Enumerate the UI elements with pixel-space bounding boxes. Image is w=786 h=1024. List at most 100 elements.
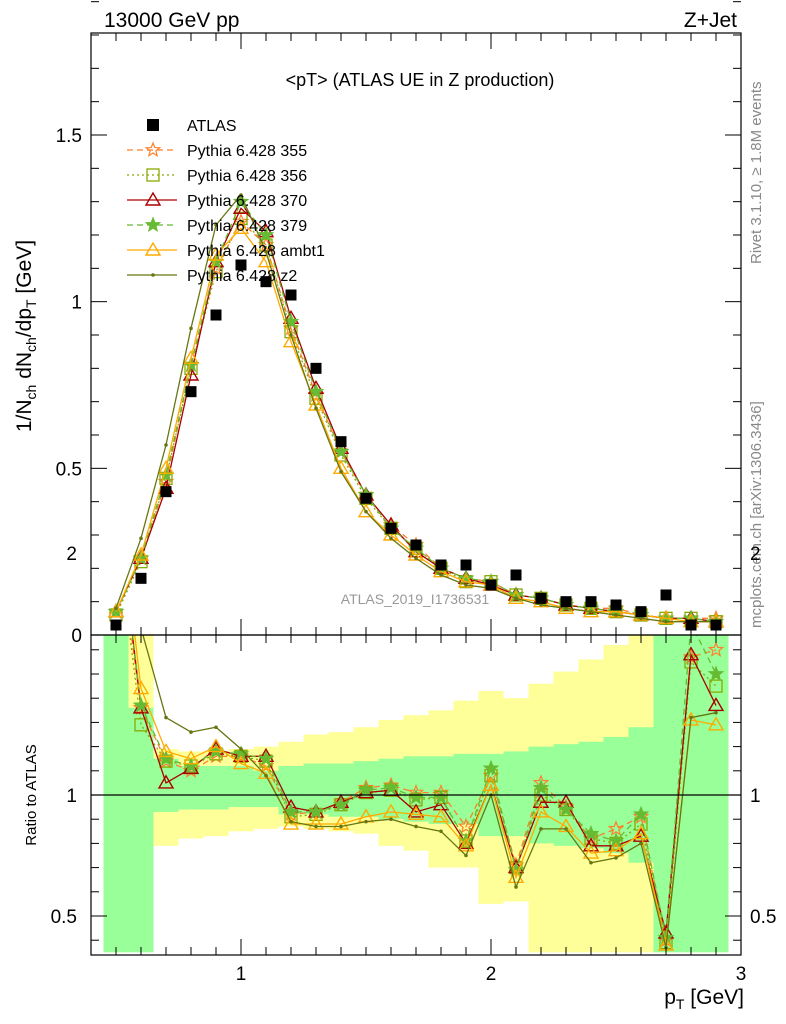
ratio-series-point bbox=[582, 825, 600, 841]
band-green bbox=[453, 753, 479, 825]
ratio-series-point bbox=[414, 824, 418, 829]
band-green bbox=[328, 763, 354, 817]
atlas-data-point bbox=[185, 386, 197, 398]
ratio-series-point bbox=[709, 679, 723, 693]
main-series-point bbox=[639, 616, 643, 621]
ratio-series-point bbox=[257, 757, 275, 773]
watermark-label: ATLAS_2019_I1736531 bbox=[341, 591, 490, 607]
band-green bbox=[128, 707, 154, 953]
ratio-series-point bbox=[307, 803, 325, 819]
ratio-y-tick-label-right: 0.5 bbox=[750, 907, 776, 928]
ratio-series-point bbox=[207, 738, 225, 753]
ratio-series-point bbox=[707, 716, 725, 731]
ratio-series-point bbox=[457, 832, 475, 848]
atlas-data-point bbox=[585, 596, 597, 608]
main-series-point bbox=[239, 193, 243, 197]
atlas-data-point bbox=[560, 596, 572, 608]
main-y-axis-label: 1/Nch dNch/dpT [GeV] bbox=[13, 240, 39, 432]
ratio-series-point bbox=[582, 844, 600, 859]
ratio-series-point bbox=[157, 743, 175, 758]
atlas-data-point bbox=[535, 592, 547, 604]
ratio-series-point bbox=[132, 696, 150, 713]
ratio-series-point bbox=[109, 512, 122, 525]
legend-label: ATLAS bbox=[187, 118, 237, 135]
main-series-point bbox=[257, 226, 275, 243]
ratio-series-point bbox=[432, 808, 450, 823]
mcplots-label: mcplots.cern.ch [arXiv:1306.3436] bbox=[748, 401, 765, 628]
ratio-series-point bbox=[682, 711, 700, 726]
ratio-series-point bbox=[632, 808, 650, 824]
main-series-point bbox=[132, 546, 150, 561]
main-series-point bbox=[414, 556, 418, 561]
ratio-series-point bbox=[707, 641, 725, 657]
main-series-point bbox=[364, 509, 368, 514]
ratio-series-point bbox=[289, 819, 293, 824]
ratio-series-point bbox=[632, 827, 650, 842]
ratio-series-point bbox=[582, 837, 600, 852]
atlas-data-point bbox=[660, 589, 672, 601]
atlas-data-point bbox=[510, 569, 522, 581]
legend-marker bbox=[144, 216, 162, 233]
main-series-point bbox=[182, 349, 200, 365]
ratio-series-point bbox=[639, 841, 643, 846]
band-green bbox=[203, 765, 229, 810]
ratio-series-point bbox=[382, 803, 400, 818]
ratio-series-point bbox=[382, 779, 400, 795]
atlas-data-point bbox=[635, 606, 647, 618]
band-green bbox=[503, 751, 529, 837]
atlas-data-point bbox=[485, 579, 497, 591]
band-green bbox=[678, 635, 704, 953]
ratio-series-point bbox=[110, 518, 122, 530]
ratio-series-point bbox=[232, 755, 250, 770]
legend-marker bbox=[151, 273, 155, 277]
band-green bbox=[103, 635, 129, 953]
atlas-data-point bbox=[460, 559, 472, 571]
ratio-series-point bbox=[457, 837, 475, 852]
ratio-y-tick-label-right: 2 bbox=[750, 544, 761, 565]
x-tick-label: 1 bbox=[236, 964, 247, 985]
ratio-series-point bbox=[132, 680, 150, 695]
ratio-series-point bbox=[357, 781, 375, 798]
band-green bbox=[653, 635, 679, 953]
band-green bbox=[228, 765, 254, 808]
ratio-series-point bbox=[532, 803, 550, 818]
ratio-series-point bbox=[332, 815, 350, 830]
ratio-series-point bbox=[239, 747, 243, 751]
ratio-series-point bbox=[614, 856, 618, 860]
ratio-series-point bbox=[589, 860, 593, 865]
ratio-series-point bbox=[707, 697, 725, 712]
main-series-point bbox=[439, 573, 443, 577]
atlas-data-point bbox=[110, 619, 122, 631]
ratio-series-point bbox=[282, 803, 300, 819]
main-series-point bbox=[357, 503, 375, 518]
legend-label: Pythia 6.428 379 bbox=[187, 218, 307, 235]
ratio-series-point bbox=[457, 817, 475, 834]
ratio-series-point bbox=[482, 759, 500, 776]
atlas-data-point bbox=[685, 619, 697, 631]
legend-marker bbox=[147, 119, 159, 131]
main-series-point bbox=[332, 443, 350, 459]
main-series-point bbox=[314, 406, 318, 411]
ratio-series-point bbox=[314, 824, 318, 829]
ratio-series-point bbox=[564, 827, 568, 831]
main-series-point bbox=[209, 265, 223, 279]
atlas-data-point bbox=[710, 619, 722, 631]
ratio-series-point bbox=[157, 774, 175, 789]
svg-text:1/Nch dNch/dpT [GeV]: 1/Nch dNch/dpT [GeV] bbox=[13, 240, 39, 432]
ratio-y-axis-label: Ratio to ATLAS bbox=[23, 744, 40, 845]
atlas-data-point bbox=[135, 572, 147, 584]
ratio-series-point bbox=[164, 715, 168, 720]
atlas-data-point bbox=[235, 259, 247, 271]
x-tick-label: 2 bbox=[486, 964, 497, 985]
legend-marker bbox=[144, 141, 162, 158]
atlas-data-point bbox=[310, 362, 322, 374]
ratio-series-point bbox=[109, 488, 123, 500]
atlas-data-point bbox=[610, 599, 622, 611]
ratio-series-point bbox=[439, 829, 443, 834]
ratio-series-point bbox=[109, 488, 122, 501]
x-axis-label: pT [GeV] bbox=[664, 986, 744, 1012]
atlas-data-point bbox=[210, 309, 222, 321]
main-series-point bbox=[114, 606, 118, 611]
atlas-data-point bbox=[410, 539, 422, 551]
